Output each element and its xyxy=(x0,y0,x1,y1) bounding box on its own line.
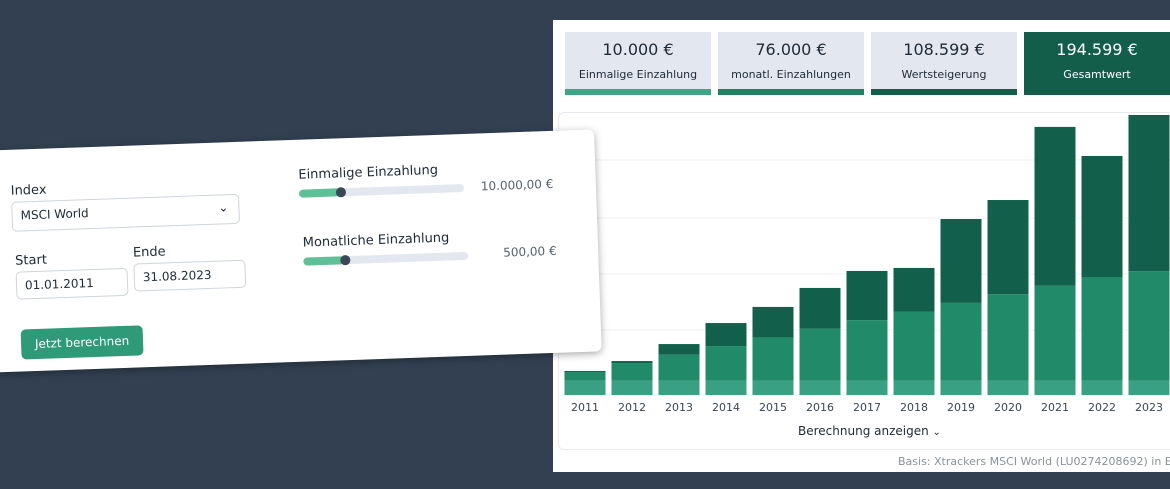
slider-fill xyxy=(303,256,346,266)
x-tick-label: 2019 xyxy=(947,401,975,414)
chart: 2011 2012 2013 2014 2015 2016 2017 2018 2019 2020… xyxy=(561,114,1170,414)
calculate-button[interactable]: Jetzt berechnen xyxy=(20,325,144,360)
monthly-label: Monatliche Einzahlung xyxy=(302,230,450,251)
start-label: Start xyxy=(14,252,48,269)
bar-segment xyxy=(705,380,747,395)
bar-segment xyxy=(846,380,888,395)
x-tick-label: 2013 xyxy=(665,401,693,414)
bar-segment xyxy=(658,380,700,395)
summary-value: 10.000 € xyxy=(602,40,674,59)
bar-segment xyxy=(611,361,653,364)
slider-knob[interactable] xyxy=(340,255,351,266)
start-input[interactable]: 01.01.2011 xyxy=(15,267,129,300)
summary-tile: 194.599 € Gesamtwert xyxy=(1024,32,1170,95)
bar-segment xyxy=(940,219,982,303)
bar-segment xyxy=(893,267,935,312)
end-value: 31.08.2023 xyxy=(142,267,212,285)
bar-segment xyxy=(705,346,747,381)
bar-segment xyxy=(1128,114,1170,272)
start-value: 01.01.2011 xyxy=(24,275,94,293)
input-card: Index MSCI World ⌄ Start 01.01.2011 Ende … xyxy=(0,129,602,373)
bar-segment xyxy=(846,320,888,381)
bar-segment xyxy=(987,200,1029,295)
bar-segment xyxy=(940,302,982,381)
x-tick-label: 2017 xyxy=(853,401,881,414)
x-tick-label: 2012 xyxy=(618,401,646,414)
bar-segment xyxy=(799,380,841,395)
x-tick-label: 2021 xyxy=(1041,401,1069,414)
summary-label: Wertsteigerung xyxy=(901,68,987,81)
bar-segment xyxy=(940,380,982,395)
bar-segment xyxy=(658,354,700,381)
x-tick-label: 2018 xyxy=(900,401,928,414)
monthly-slider[interactable] xyxy=(303,251,469,266)
bar-segment xyxy=(1128,271,1170,381)
x-tick-label: 2022 xyxy=(1088,401,1116,414)
end-label: Ende xyxy=(132,244,166,261)
x-tick-label: 2014 xyxy=(712,401,740,414)
summary-value: 76.000 € xyxy=(755,40,827,59)
summary-tile: 10.000 € Einmalige Einzahlung xyxy=(565,32,711,95)
bar-segment xyxy=(893,311,935,381)
one-time-slider[interactable] xyxy=(298,183,465,198)
summary-tile: 76.000 € monatl. Einzahlungen xyxy=(718,32,864,95)
monthly-value: 500,00 € xyxy=(502,243,557,260)
x-tick-label: 2011 xyxy=(571,401,599,414)
bar-segment xyxy=(564,380,606,395)
slider-knob[interactable] xyxy=(335,187,347,198)
summary-value: 108.599 € xyxy=(903,40,985,59)
source-note: Basis: Xtrackers MSCI World (LU027420869… xyxy=(898,455,1170,468)
bar-segment xyxy=(752,306,794,338)
bar-segment xyxy=(987,294,1029,381)
summary-value: 194.599 € xyxy=(1056,40,1138,59)
bar-segment xyxy=(1081,277,1123,381)
bar-segment xyxy=(1034,126,1076,286)
index-value: MSCI World xyxy=(20,206,89,223)
details-toggle[interactable]: Berechnung anzeigen ⌄ xyxy=(798,424,941,438)
bar-segment xyxy=(893,380,935,395)
one-time-label: Einmalige Einzahlung xyxy=(298,162,439,183)
bar-segment xyxy=(1128,380,1170,395)
bar-segment xyxy=(752,337,794,381)
summary-strip xyxy=(565,89,711,95)
summary-strip xyxy=(871,89,1017,95)
bar-segment xyxy=(987,380,1029,395)
bar-segment xyxy=(1034,285,1076,381)
one-time-value: 10.000,00 € xyxy=(480,176,554,194)
end-input[interactable]: 31.08.2023 xyxy=(133,259,247,292)
bar-segment xyxy=(752,380,794,395)
bar-segment xyxy=(846,270,888,321)
result-panel: 10.000 € Einmalige Einzahlung 76.000 € mona… xyxy=(553,20,1170,472)
details-link[interactable]: Berechnung anzeigen xyxy=(798,424,929,438)
summary-label: Einmalige Einzahlung xyxy=(578,68,698,81)
bar-segment xyxy=(611,363,653,381)
x-tick-label: 2016 xyxy=(806,401,834,414)
bar-segment xyxy=(564,370,606,372)
slider-fill xyxy=(298,188,342,198)
index-label: Index xyxy=(10,182,47,199)
summary-label: monatl. Einzahlungen xyxy=(731,68,851,81)
bar-segment xyxy=(658,344,700,355)
bar-segment xyxy=(564,371,606,381)
bar-segment xyxy=(799,328,841,381)
summary-strip xyxy=(718,89,864,95)
x-tick-label: 2023 xyxy=(1135,401,1163,414)
bar-segment xyxy=(1034,380,1076,395)
bar-segment xyxy=(705,323,747,347)
bar-segment xyxy=(799,287,841,329)
x-tick-label: 2020 xyxy=(994,401,1022,414)
x-tick-label: 2015 xyxy=(759,401,787,414)
summary-tile: 108.599 € Wertsteigerung xyxy=(871,32,1017,95)
summary-label: Gesamtwert xyxy=(1063,68,1131,81)
bar-segment xyxy=(1081,155,1123,278)
index-select[interactable]: MSCI World ⌄ xyxy=(11,193,241,232)
bar-segment xyxy=(611,380,653,395)
bar-segment xyxy=(1081,380,1123,395)
